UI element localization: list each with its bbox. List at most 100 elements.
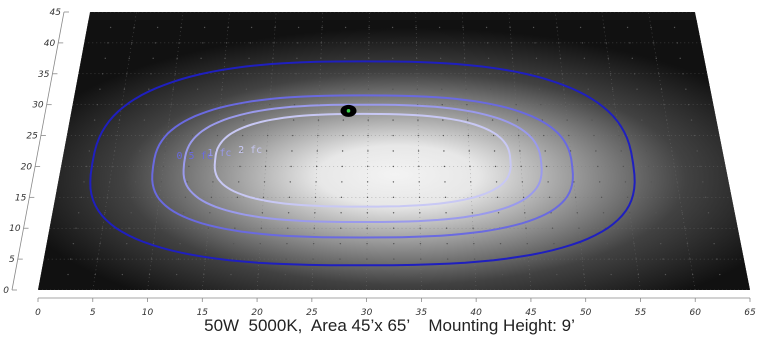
grid-dot [524,212,526,214]
grid-dot [230,273,232,276]
grid-dot [643,134,645,137]
grid-dot [285,258,287,260]
grid-dot [366,227,368,229]
grid-dot [366,258,368,260]
grid-dot [713,242,715,245]
grid-dot [681,212,683,214]
grid-dot [543,134,545,137]
grid-dot [116,134,118,137]
axes: 0 5 10 15 20 25 30 35 40 45 50 55 60 65 0 5 10 15 20 25 30 35… [3,8,756,318]
grid-dot [145,103,148,106]
grid-dot [265,150,268,152]
grid-dot [635,258,637,260]
grid-dot [96,258,99,260]
grid-dot [689,258,691,260]
grid-dot [494,165,497,168]
y-tick-label: 30 [32,101,44,111]
grid-dot [148,88,150,90]
grid-dot [261,212,264,214]
grid-dot [221,88,223,90]
grid-dot [164,150,167,152]
y-tick-label: 0 [3,286,9,296]
grid-dot [222,73,225,75]
grid-dot [587,88,589,90]
isoline [151,94,574,239]
grid-dot [203,273,205,276]
grid-dot [366,181,369,183]
grid-dot [126,73,128,75]
grid-dot [80,196,83,199]
grid-dot [111,165,113,168]
x-tick-label: 10 [142,308,154,318]
grid-dot [392,73,394,75]
grid-dot [652,42,655,44]
grid-dot [342,134,344,137]
grid-dot [610,273,612,276]
grid-dot [368,57,370,60]
grid-dot [417,134,419,137]
grid-dot [466,119,469,121]
grid-dot [137,165,139,168]
grid-dot [96,103,99,106]
grid-dot [271,73,273,75]
grid-dot [641,119,643,121]
grid-dot [269,103,271,106]
grid-dot [91,134,93,137]
grid-dot [367,150,369,152]
grid-dot [366,212,369,214]
grid-dot [554,258,557,260]
grid-dot [573,181,575,183]
grid-dot [225,42,228,44]
grid-dot [106,196,109,199]
grid-dot [139,150,141,152]
y-tick-label: 25 [26,132,38,142]
grid-dot [128,57,130,60]
grid-dot [595,150,597,152]
grid-dot [602,212,605,214]
grid-dot [538,88,541,90]
grid-dot [338,273,341,276]
grid-dot [559,57,562,60]
grid-dot [473,242,475,245]
grid-dot [312,242,315,245]
grid-dot [393,242,395,245]
grid-dot [585,73,588,75]
grid-dot [581,42,584,44]
grid-dot [342,119,345,121]
grid-dot [141,134,143,137]
grid-dot [609,73,612,75]
grid-dot [419,242,422,245]
grid-dot [109,26,112,29]
grid-dot [340,212,342,214]
grid-dot [83,181,85,183]
grid-dot [263,181,266,183]
grid-dot [287,212,290,214]
y-tick-label: 15 [15,193,27,203]
grid-dot [442,134,445,137]
grid-dot [284,273,286,276]
grid-dot [509,26,511,29]
grid-dot [598,181,601,183]
grid-dot [685,88,687,90]
isoline-label: 0.5 fc [176,151,212,162]
x-tick-label: 25 [306,308,318,318]
grid-dot [622,165,625,168]
grid-dot [343,73,346,75]
grid-dot [418,196,421,199]
x-tick-label: 45 [525,308,537,318]
grid-dot [515,103,517,106]
grid-dot [258,258,260,260]
grid-dot [77,212,80,214]
grid-dot [293,103,296,106]
grid-dot [633,73,636,75]
grid-dot [367,165,369,168]
x-tick-label: 55 [635,308,647,318]
grid-dot [679,57,681,60]
grid-dot [200,57,202,60]
grid-dot [673,26,676,29]
grid-dot [466,103,468,106]
grid-dot [525,227,527,229]
grid-dot [170,103,172,106]
grid-dot [297,42,299,44]
grid-dot [260,227,263,229]
